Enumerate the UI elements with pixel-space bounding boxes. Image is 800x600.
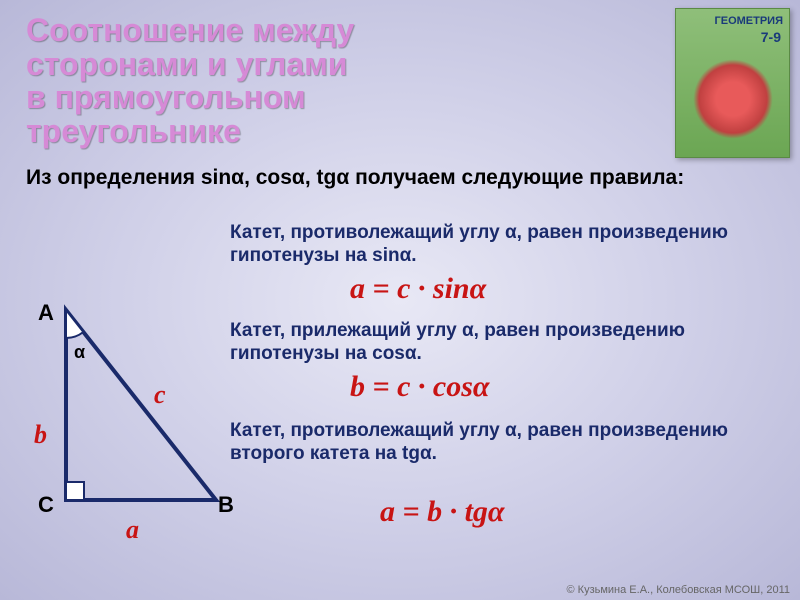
rule-text-3: Катет, противолежащий углу α, равен прои… <box>230 420 774 466</box>
formula-2: b = c · cosα <box>350 370 490 404</box>
vertex-label-C: C <box>38 492 54 518</box>
side-label-a: a <box>126 515 139 545</box>
book-title: ГЕОМЕТРИЯ <box>682 15 783 27</box>
formula-3: a = b · tgα <box>380 495 505 529</box>
title-line: в прямоугольном <box>26 81 354 115</box>
alpha-label: α <box>74 342 85 363</box>
triangle-diagram: A B C a b c α <box>26 300 236 560</box>
title-line: сторонами и углами <box>26 48 354 82</box>
title-line: треугольнике <box>26 115 354 149</box>
rule-text-2: Катет, прилежащий углу α, равен произвед… <box>230 320 774 366</box>
vertex-label-A: A <box>38 300 54 326</box>
book-art <box>693 59 773 139</box>
title-line: Соотношение между <box>26 14 354 48</box>
side-label-b: b <box>34 420 47 450</box>
formula-1: a = c · sinα <box>350 272 486 306</box>
side-label-c: c <box>154 380 166 410</box>
book-grade: 7-9 <box>761 29 781 45</box>
triangle-svg <box>26 300 236 550</box>
intro-text: Из определения sinα, cosα, tgα получаем … <box>26 164 774 191</box>
book-thumbnail: ГЕОМЕТРИЯ 7-9 <box>675 8 790 158</box>
vertex-label-B: B <box>218 492 234 518</box>
rule-text-1: Катет, противолежащий углу α, равен прои… <box>230 222 774 268</box>
copyright: © Кузьмина Е.А., Колебовская МСОШ, 2011 <box>567 584 791 596</box>
slide-title: Соотношение междусторонами и угламив пря… <box>26 14 354 148</box>
